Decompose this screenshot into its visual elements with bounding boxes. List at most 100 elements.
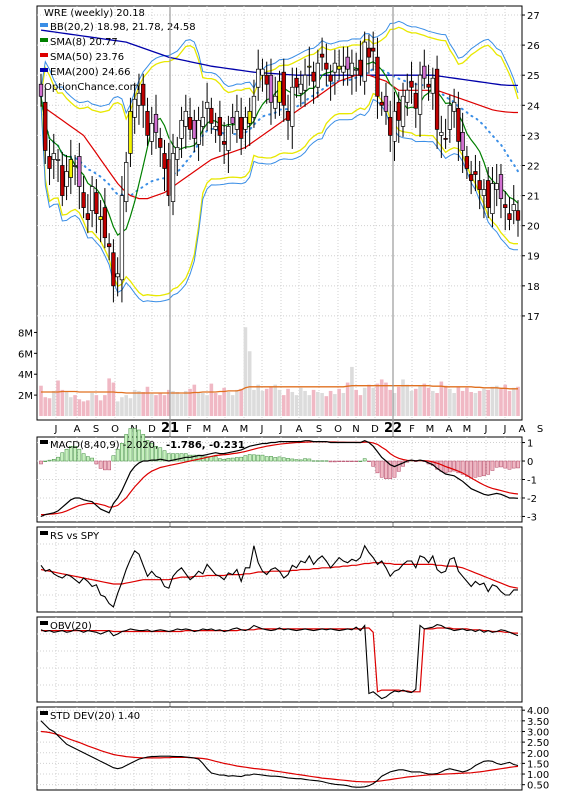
candle-body xyxy=(328,74,333,82)
macd-hist-bar xyxy=(175,453,180,462)
volume-bar xyxy=(358,395,363,416)
volume-bar xyxy=(235,389,239,416)
rs-panel: RS vs SPY xyxy=(36,526,523,613)
volume-bar xyxy=(132,389,137,416)
candle-body xyxy=(422,65,427,79)
candle-body xyxy=(196,119,201,145)
candle-body xyxy=(439,132,444,136)
volume-bar xyxy=(350,366,354,416)
candle-body xyxy=(349,62,355,76)
volume-bar xyxy=(73,395,77,416)
panel-frame xyxy=(36,526,523,613)
volume-bar xyxy=(239,388,243,416)
volume-bar xyxy=(56,380,60,416)
macd-hist-bar xyxy=(166,453,171,462)
macd-hist-bar xyxy=(47,459,52,462)
macd-hist-bar xyxy=(507,460,512,470)
x-axis-label: D xyxy=(371,424,379,435)
candle-body xyxy=(430,77,435,94)
macd-hist-bar xyxy=(128,428,133,462)
macd-hist-bar xyxy=(320,460,324,462)
candle-body xyxy=(469,174,474,181)
volume-bar xyxy=(456,386,461,416)
volume-bar xyxy=(431,390,435,416)
x-axis-label: A xyxy=(446,424,453,435)
volume-bar xyxy=(39,385,43,416)
macd-hist-bar xyxy=(51,458,56,462)
macd-hist-bar xyxy=(235,457,239,462)
macd-hist-bar xyxy=(503,460,508,469)
macd-hist-bar xyxy=(103,460,107,471)
candle-body xyxy=(226,126,231,151)
candle-body xyxy=(294,77,299,88)
volume-bar xyxy=(120,397,124,416)
candle-body xyxy=(460,132,465,151)
candle-body xyxy=(38,83,44,97)
volume-bar xyxy=(286,388,290,416)
macd-hist-bar xyxy=(298,459,303,462)
macd-hist-bar xyxy=(477,460,482,477)
macd-hist-bar xyxy=(469,460,474,479)
candle-body xyxy=(336,65,342,70)
volume-bar xyxy=(320,393,324,416)
volume-bar xyxy=(418,385,422,416)
candle-body xyxy=(260,68,265,76)
candle-body xyxy=(332,62,338,73)
macd-hist-bar xyxy=(307,458,312,462)
candle-body xyxy=(145,110,150,136)
volume-bar xyxy=(90,393,94,416)
x-axis-label: O xyxy=(111,424,119,435)
macd-hist-bar xyxy=(490,460,495,471)
candle-body xyxy=(473,171,478,175)
macd-hist-bar xyxy=(303,458,307,462)
volume-bar xyxy=(401,379,405,416)
volume-bar xyxy=(256,384,261,416)
candle-body xyxy=(371,47,376,52)
volume-bar xyxy=(128,398,133,416)
macd-hist-bar xyxy=(328,460,333,463)
macd-hist-bar xyxy=(264,456,269,462)
volume-bar xyxy=(333,394,337,416)
volume-bar xyxy=(324,396,329,416)
volume-tick-label: 6M xyxy=(18,349,33,360)
price-tick-label: 24 xyxy=(527,101,540,112)
macd-legend: MACD(8,40,9) -2.020, xyxy=(50,440,158,451)
macd-hist-bar xyxy=(388,460,393,480)
candle-body xyxy=(106,243,112,248)
candle-body xyxy=(417,74,423,115)
price-tick-label: 19 xyxy=(527,252,540,263)
candle-body xyxy=(481,189,487,196)
volume-bar xyxy=(516,386,520,416)
macd-hist-bar xyxy=(115,448,120,462)
macd-hist-bar xyxy=(362,458,367,462)
x-axis-label: J xyxy=(279,424,283,435)
legend-entry: EMA(200) 24.66 xyxy=(50,67,130,78)
price-tick-label: 27 xyxy=(527,11,540,22)
volume-bar xyxy=(158,393,163,416)
candle-body xyxy=(379,101,384,106)
volume-bar xyxy=(298,387,303,416)
macd-hist-bar xyxy=(43,460,48,462)
volume-bar xyxy=(171,390,175,416)
panel-tick-label: 2.00 xyxy=(527,749,549,760)
candle-body xyxy=(285,110,291,121)
volume-bar xyxy=(277,389,282,416)
volume-bar xyxy=(192,384,197,416)
candle-body xyxy=(362,41,367,82)
x-axis-label: S xyxy=(316,424,322,435)
macd-hist-bar xyxy=(294,459,299,462)
candle-body xyxy=(209,107,214,124)
macd-line xyxy=(40,440,519,518)
candle-body xyxy=(55,159,61,161)
volume-bar xyxy=(107,378,111,416)
x-axis-label: J xyxy=(484,424,488,435)
candle-body xyxy=(213,126,218,130)
volume-bar xyxy=(111,382,116,416)
volume-bar xyxy=(273,384,278,416)
candle-body xyxy=(217,116,223,136)
volume-bar xyxy=(405,384,410,416)
volume-bar xyxy=(499,388,503,416)
x-axis-label: M xyxy=(463,424,472,435)
macd-hist-bar xyxy=(90,457,94,462)
candle-body xyxy=(264,74,269,85)
